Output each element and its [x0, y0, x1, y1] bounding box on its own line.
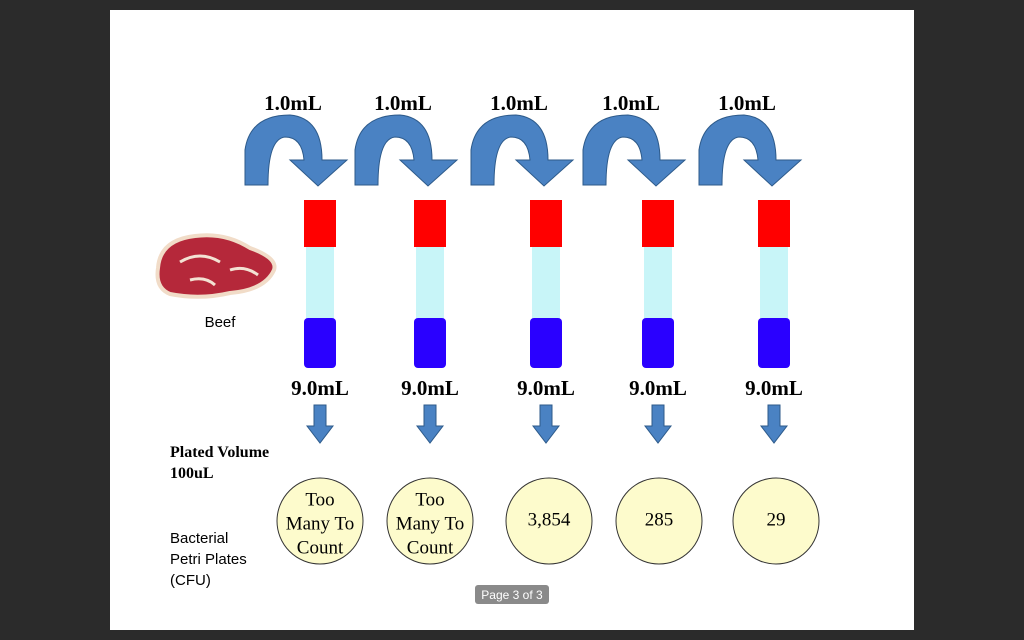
volume-label: 9.0mL	[629, 376, 687, 400]
down-arrow	[759, 404, 789, 444]
sample-label: Beef	[205, 314, 237, 331]
tube-cap	[530, 200, 562, 247]
tube-bottom	[530, 318, 562, 368]
tube-cap	[414, 200, 446, 247]
tube-liquid	[760, 247, 788, 322]
tube-cap	[642, 200, 674, 247]
tube-bottom	[642, 318, 674, 368]
tube-liquid	[644, 247, 672, 322]
tube-bottom	[304, 318, 336, 368]
plate-count: Count	[297, 537, 344, 558]
volume-label: 9.0mL	[745, 376, 803, 400]
down-arrow	[643, 404, 673, 444]
tube-liquid	[306, 247, 334, 322]
volume-label: 9.0mL	[517, 376, 575, 400]
dilution-series: 1.0mL 9.0mL Too Many To Count 1.0mL 9.0mL Too Ma…	[244, 91, 820, 565]
volume-label: 9.0mL	[401, 376, 459, 400]
transfer-label: 1.0mL	[602, 91, 660, 115]
tube-cap	[758, 200, 790, 247]
tube-liquid	[416, 247, 444, 322]
transfer-arrow	[698, 114, 803, 187]
transfer-arrow	[354, 114, 459, 187]
volume-label: 9.0mL	[291, 376, 349, 400]
plate-count: 29	[767, 509, 786, 530]
plate-count: 3,854	[528, 509, 571, 530]
page-indicator-bg	[475, 585, 549, 604]
petri-plate	[505, 477, 593, 565]
plate-count: Too	[415, 489, 444, 510]
page-indicator: Page 3 of 3	[481, 588, 543, 602]
tube-bottom	[758, 318, 790, 368]
plate-count: Many To	[286, 513, 355, 534]
transfer-arrow	[244, 114, 349, 187]
tube-liquid	[532, 247, 560, 322]
transfer-label: 1.0mL	[718, 91, 776, 115]
plate-count: Too	[305, 489, 334, 510]
plates-label: (CFU)	[170, 572, 211, 589]
petri-plate	[732, 477, 820, 565]
plate-count: Count	[407, 537, 454, 558]
plate-count: 285	[645, 509, 674, 530]
transfer-label: 1.0mL	[490, 91, 548, 115]
transfer-arrow	[582, 114, 687, 187]
tube-cap	[304, 200, 336, 247]
petri-plate	[276, 477, 364, 565]
down-arrow	[305, 404, 335, 444]
down-arrow	[531, 404, 561, 444]
plates-label: Petri Plates	[170, 551, 247, 568]
transfer-label: 1.0mL	[264, 91, 322, 115]
steak	[155, 233, 277, 299]
petri-plate	[615, 477, 703, 565]
plated-volume: 100uL	[170, 465, 214, 482]
petri-plate	[386, 477, 474, 565]
plates-label: Bacterial	[170, 530, 228, 547]
down-arrow	[415, 404, 445, 444]
transfer-label: 1.0mL	[374, 91, 432, 115]
plate-count: Many To	[396, 513, 465, 534]
tube-bottom	[414, 318, 446, 368]
plated-volume: Plated Volume	[170, 444, 269, 461]
transfer-arrow	[470, 114, 575, 187]
